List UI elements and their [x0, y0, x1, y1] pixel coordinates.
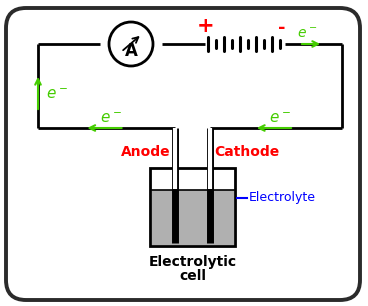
Text: +: + — [197, 16, 215, 36]
Text: -: - — [278, 19, 286, 37]
Bar — [152, 190, 234, 244]
Text: cell: cell — [179, 269, 206, 283]
Circle shape — [109, 22, 153, 66]
Bar — [150, 168, 235, 246]
Text: $e^-$: $e^-$ — [99, 110, 121, 125]
Text: $e^-$: $e^-$ — [46, 87, 68, 102]
Text: $e^-$: $e^-$ — [269, 110, 291, 125]
Text: Cathode: Cathode — [214, 145, 279, 159]
Text: $e^-$: $e^-$ — [297, 27, 317, 41]
Text: Electrolyte: Electrolyte — [249, 191, 316, 204]
Text: Electrolytic: Electrolytic — [148, 255, 237, 269]
Text: A: A — [124, 42, 137, 60]
FancyBboxPatch shape — [6, 8, 360, 300]
Text: Anode: Anode — [121, 145, 171, 159]
